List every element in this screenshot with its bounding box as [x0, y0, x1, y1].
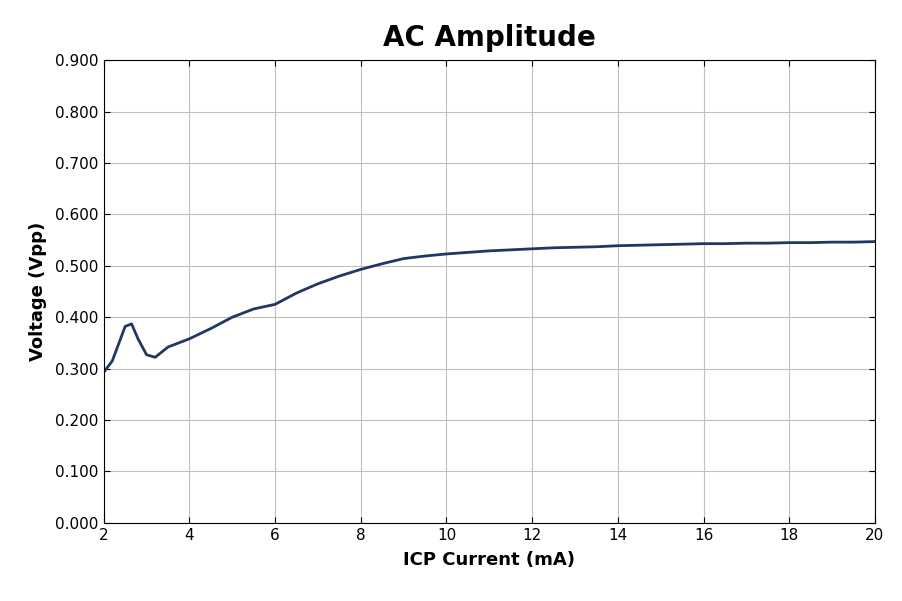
X-axis label: ICP Current (mA): ICP Current (mA) [403, 551, 575, 569]
Title: AC Amplitude: AC Amplitude [383, 24, 595, 52]
Y-axis label: Voltage (Vpp): Voltage (Vpp) [29, 222, 47, 361]
